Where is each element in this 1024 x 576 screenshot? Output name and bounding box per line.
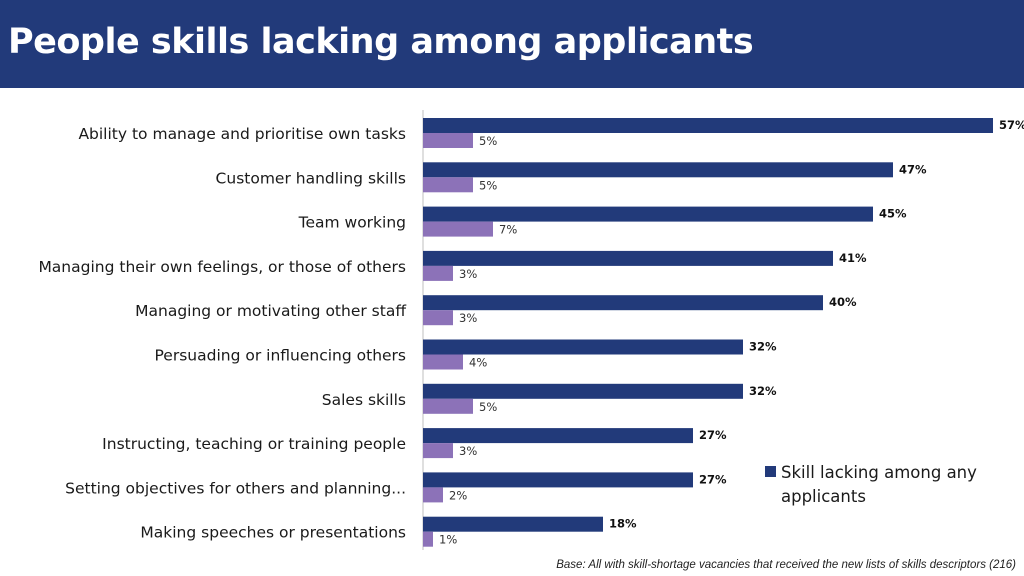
- legend-swatch: [765, 466, 776, 477]
- data-label-series1: 27%: [699, 472, 727, 486]
- data-label-series1: 18%: [609, 517, 637, 531]
- category-label: Instructing, teaching or training people: [102, 435, 406, 453]
- data-label-series1: 57%: [999, 118, 1024, 132]
- title-bar: People skills lacking among applicants: [0, 0, 1024, 88]
- bar-series1: [423, 295, 823, 311]
- data-label-series2: 1%: [439, 533, 457, 547]
- data-label-series1: 40%: [829, 295, 857, 309]
- data-label-series2: 3%: [459, 311, 477, 325]
- category-label: Managing or motivating other staff: [135, 302, 406, 320]
- category-label: Making speeches or presentations: [140, 524, 406, 542]
- bar-series1: [423, 383, 743, 399]
- bar-series1: [423, 118, 993, 133]
- bar-series1: [423, 162, 893, 178]
- bar-series2: [423, 177, 473, 193]
- category-label: Setting objectives for others and planni…: [65, 479, 406, 497]
- data-label-series1: 32%: [749, 384, 777, 398]
- data-label-series2: 3%: [459, 267, 477, 281]
- bar-series1: [423, 428, 693, 444]
- data-label-series2: 7%: [499, 223, 517, 237]
- legend-label: Skill lacking among any applicants: [781, 463, 977, 506]
- base-footnote: Base: All with skill-shortage vacancies …: [556, 559, 1016, 571]
- data-label-series1: 47%: [899, 162, 927, 176]
- bar-series2: [423, 265, 453, 281]
- category-label: Managing their own feelings, or those of…: [38, 258, 406, 276]
- category-label: Sales skills: [322, 391, 406, 409]
- data-label-series2: 2%: [449, 488, 467, 502]
- category-label: Customer handling skills: [216, 169, 406, 187]
- bar-series1: [423, 206, 873, 222]
- data-label-series2: 5%: [479, 134, 497, 148]
- data-label-series2: 3%: [459, 444, 477, 458]
- bar-series2: [423, 354, 463, 370]
- bar-series2: [423, 398, 473, 414]
- bar-series2: [423, 531, 433, 547]
- bar-series2: [423, 487, 443, 503]
- data-label-series1: 45%: [879, 207, 907, 221]
- bar-series2: [423, 443, 453, 459]
- category-label: Team working: [298, 214, 406, 232]
- category-label: Persuading or influencing others: [155, 347, 406, 365]
- bar-chart: Ability to manage and prioritise own tas…: [38, 110, 1024, 550]
- bar-series1: [423, 516, 603, 532]
- bar-series2: [423, 221, 493, 237]
- bar-series2: [423, 133, 473, 148]
- category-label: Ability to manage and prioritise own tas…: [78, 125, 406, 143]
- data-label-series2: 5%: [479, 400, 497, 414]
- data-label-series1: 41%: [839, 251, 867, 265]
- bar-series1: [423, 339, 743, 355]
- data-label-series2: 5%: [479, 178, 497, 192]
- bar-series2: [423, 310, 453, 326]
- data-label-series2: 4%: [469, 356, 487, 370]
- bar-series1: [423, 250, 833, 266]
- data-label-series1: 32%: [749, 340, 777, 354]
- page-title: People skills lacking among applicants: [8, 22, 754, 62]
- data-label-series1: 27%: [699, 428, 727, 442]
- bar-series1: [423, 472, 693, 488]
